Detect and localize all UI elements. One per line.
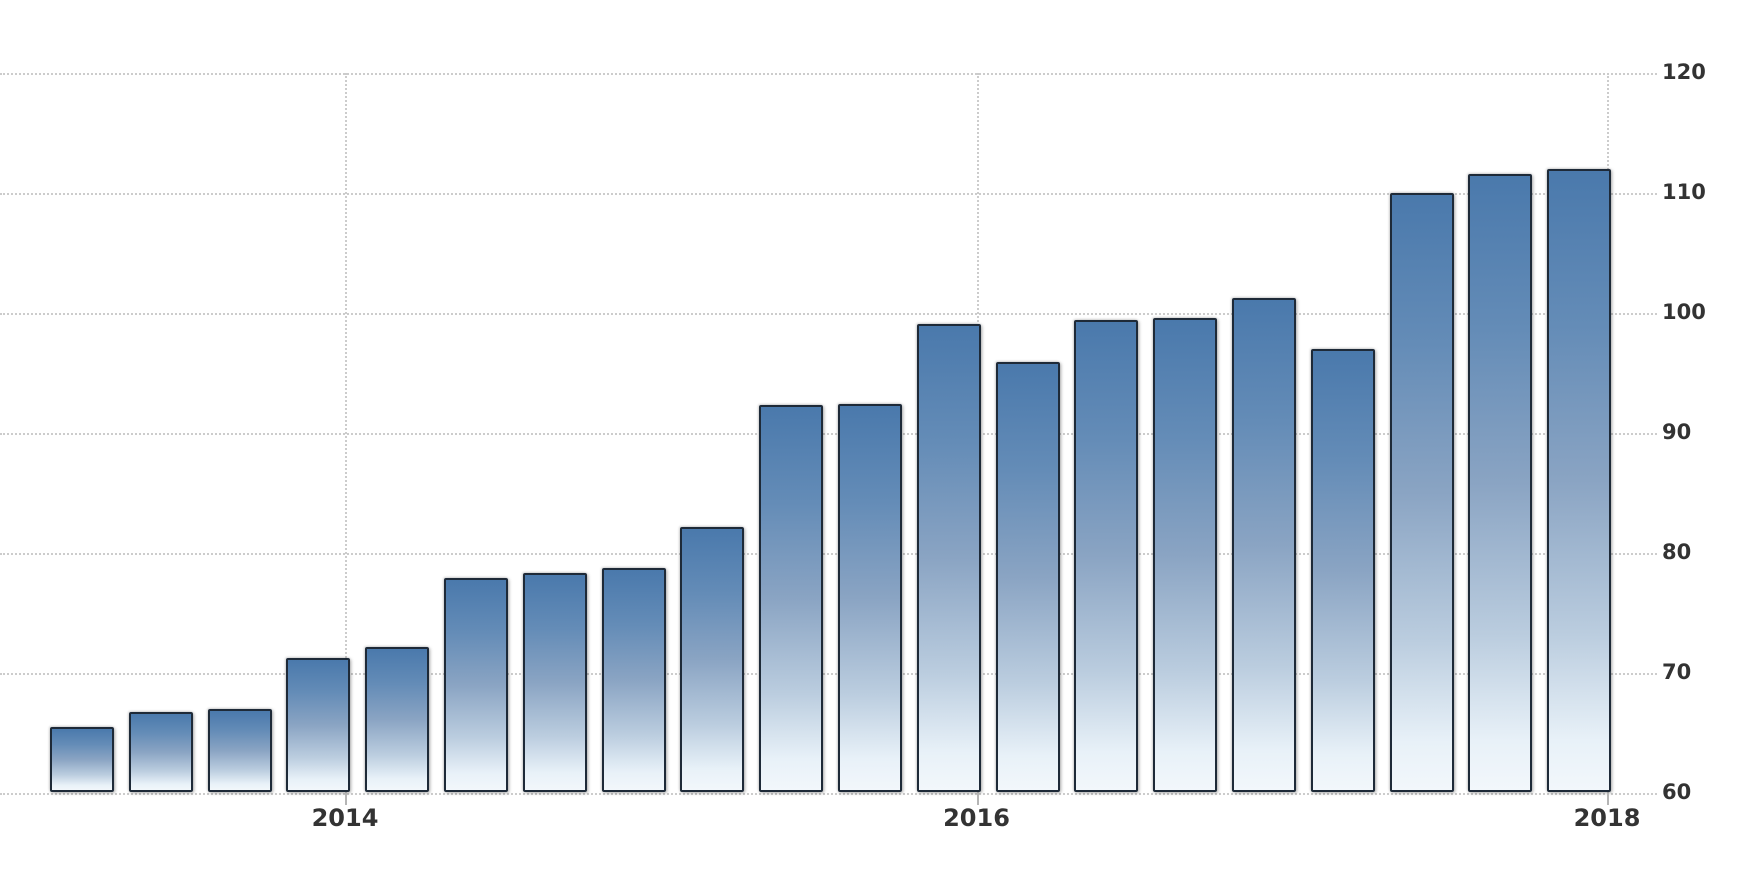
bar[interactable] [444, 577, 508, 793]
bar[interactable] [601, 568, 666, 793]
x-axis-label: 2018 [1573, 804, 1641, 832]
bar[interactable] [286, 658, 351, 793]
h-gridline [0, 192, 1657, 195]
bar[interactable] [1389, 192, 1454, 793]
bar[interactable] [1468, 173, 1533, 793]
h-gridline [0, 552, 1657, 555]
bar[interactable] [916, 323, 981, 793]
bar[interactable] [1074, 320, 1139, 793]
bar[interactable] [50, 726, 114, 793]
y-axis-label: 110 [1662, 179, 1706, 204]
bar[interactable] [1547, 168, 1612, 793]
x-axis-label: 2016 [943, 804, 1010, 832]
h-gridline [0, 312, 1657, 315]
y-axis-label: 90 [1662, 419, 1692, 444]
x-axis-tick [345, 792, 347, 805]
bar[interactable] [522, 573, 587, 793]
bar[interactable] [838, 403, 902, 793]
bar[interactable] [207, 708, 272, 793]
y-axis-label: 80 [1662, 539, 1692, 564]
x-axis-tick [976, 792, 979, 805]
y-axis-label: 70 [1662, 659, 1692, 684]
bar[interactable] [365, 647, 430, 793]
y-axis-label: 100 [1662, 299, 1706, 324]
y-axis-label: 60 [1662, 779, 1692, 804]
h-gridline [0, 792, 1657, 795]
y-axis-label: 120 [1662, 60, 1706, 84]
h-gridline [0, 73, 1657, 75]
bar[interactable] [1310, 348, 1375, 793]
h-gridline [0, 672, 1657, 675]
v-gridline [345, 73, 347, 793]
x-axis-tick [1607, 792, 1609, 805]
bar[interactable] [1232, 298, 1296, 793]
bar[interactable] [680, 527, 745, 793]
h-gridline [0, 432, 1657, 435]
bar[interactable] [128, 712, 193, 793]
plot-area [0, 73, 1657, 795]
x-axis-label: 2014 [311, 804, 379, 832]
bar[interactable] [1153, 317, 1218, 793]
bar[interactable] [759, 405, 824, 793]
bar[interactable] [995, 361, 1060, 793]
